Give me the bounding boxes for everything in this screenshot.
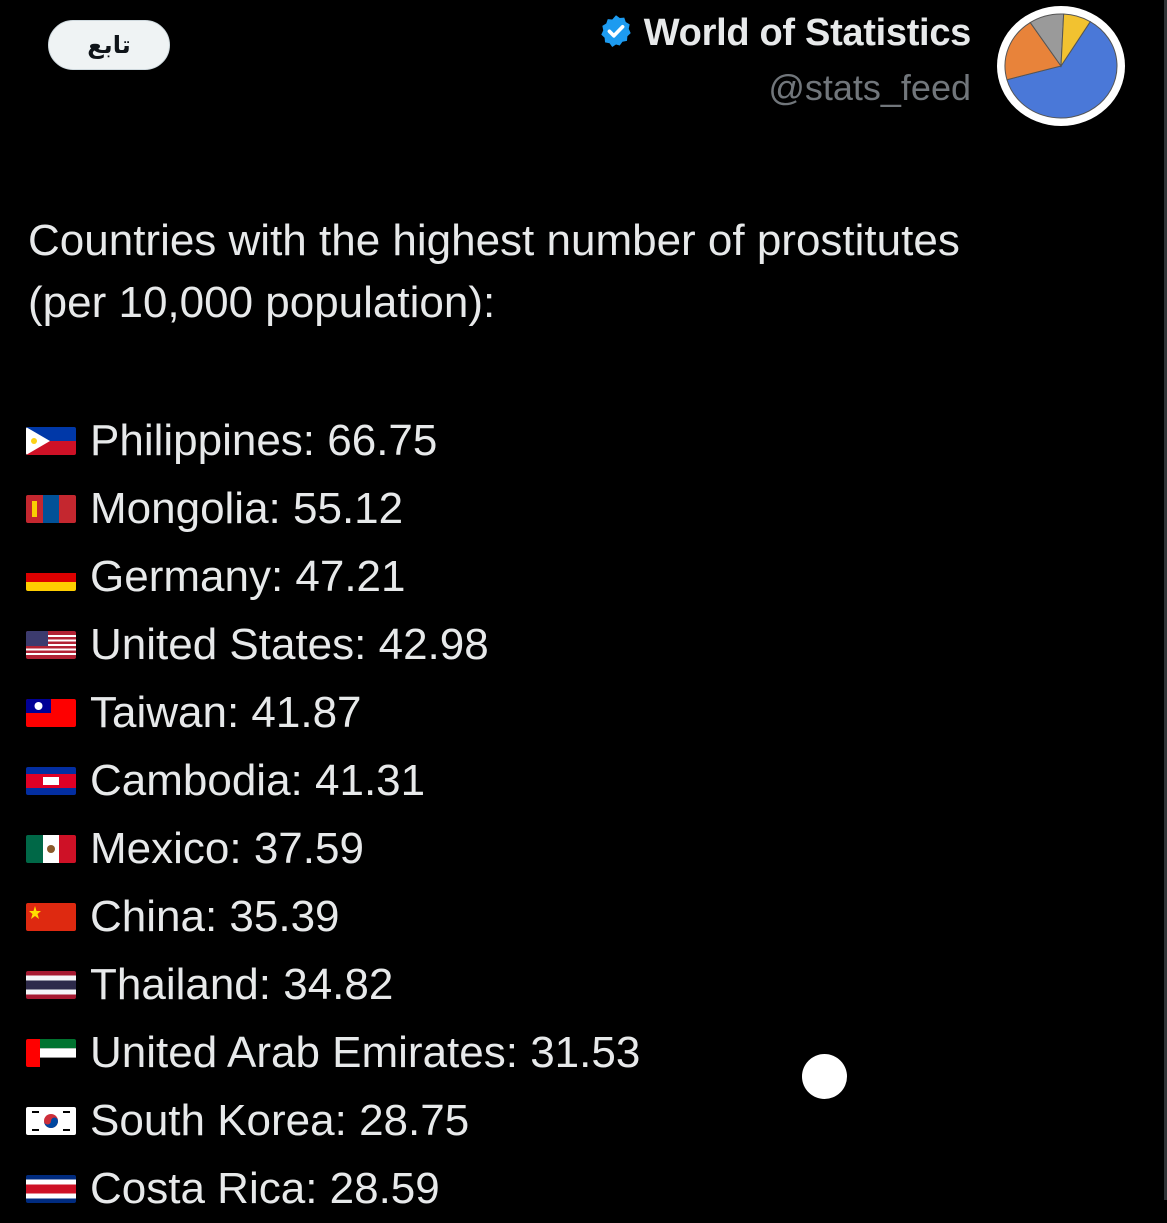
list-item: South Korea: 28.75 bbox=[26, 1087, 926, 1155]
list-item-text: China: 35.39 bbox=[90, 892, 340, 941]
flag-kh-icon bbox=[26, 767, 76, 795]
author-display-name[interactable]: World of Statistics bbox=[643, 12, 972, 54]
list-item: Thailand: 34.82 bbox=[26, 951, 926, 1019]
flag-ae-icon bbox=[26, 1039, 76, 1067]
flag-ph-icon bbox=[26, 427, 76, 455]
flag-tw-icon bbox=[26, 699, 76, 727]
list-item-text: United States: 42.98 bbox=[90, 620, 489, 669]
author-info: World of Statistics @stats_feed bbox=[598, 12, 971, 109]
list-item: Philippines: 66.75 bbox=[26, 407, 926, 475]
list-item: Cambodia: 41.31 bbox=[26, 747, 926, 815]
tweet-text: Countries with the highest number of pro… bbox=[28, 210, 1138, 334]
tweet-heading: Countries with the highest number of pro… bbox=[28, 216, 960, 265]
avatar-slice bbox=[1004, 21, 1062, 81]
flag-us-icon bbox=[26, 631, 76, 659]
verified-badge-icon bbox=[598, 13, 634, 54]
list-item-text: United Arab Emirates: 31.53 bbox=[90, 1028, 641, 1077]
list-item-text: Cambodia: 41.31 bbox=[90, 756, 426, 805]
list-item-text: Taiwan: 41.87 bbox=[90, 688, 362, 737]
list-item-text: Germany: 47.21 bbox=[90, 552, 406, 601]
list-item-text: Philippines: 66.75 bbox=[90, 416, 438, 465]
frame-border bbox=[1164, 0, 1167, 1200]
author-handle[interactable]: @stats_feed bbox=[768, 67, 971, 108]
tweet-subheading: (per 10,000 population): bbox=[28, 278, 496, 327]
country-list: Philippines: 66.75 Mongolia: 55.12 Germany… bbox=[26, 407, 926, 1223]
flag-mx-icon bbox=[26, 835, 76, 863]
list-item: United States: 42.98 bbox=[26, 611, 926, 679]
list-item: Germany: 47.21 bbox=[26, 543, 926, 611]
list-item: United Arab Emirates: 31.53 bbox=[26, 1019, 926, 1087]
flag-mn-icon bbox=[26, 495, 76, 523]
flag-cr-icon bbox=[26, 1175, 76, 1203]
list-item: China: 35.39 bbox=[26, 883, 926, 951]
list-item-text: Mexico: 37.59 bbox=[90, 824, 364, 873]
list-item: Mexico: 37.59 bbox=[26, 815, 926, 883]
list-item: Mongolia: 55.12 bbox=[26, 475, 926, 543]
flag-th-icon bbox=[26, 971, 76, 999]
list-item: Taiwan: 41.87 bbox=[26, 679, 926, 747]
flag-kr-icon bbox=[26, 1107, 76, 1135]
avatar-slice bbox=[1006, 21, 1118, 119]
list-item-text: South Korea: 28.75 bbox=[90, 1096, 470, 1145]
list-item: Costa Rica: 28.59 bbox=[26, 1155, 926, 1223]
flag-cn-icon bbox=[26, 903, 76, 931]
follow-button[interactable]: تابع bbox=[48, 20, 170, 70]
pie-chart-avatar-icon[interactable] bbox=[993, 3, 1129, 129]
flag-de-icon bbox=[26, 563, 76, 591]
list-item-text: Mongolia: 55.12 bbox=[90, 484, 404, 533]
avatar-slice bbox=[1060, 13, 1091, 68]
list-item-text: Thailand: 34.82 bbox=[90, 960, 394, 1009]
touch-indicator bbox=[802, 1054, 847, 1099]
list-item-text: Costa Rica: 28.59 bbox=[90, 1164, 440, 1213]
